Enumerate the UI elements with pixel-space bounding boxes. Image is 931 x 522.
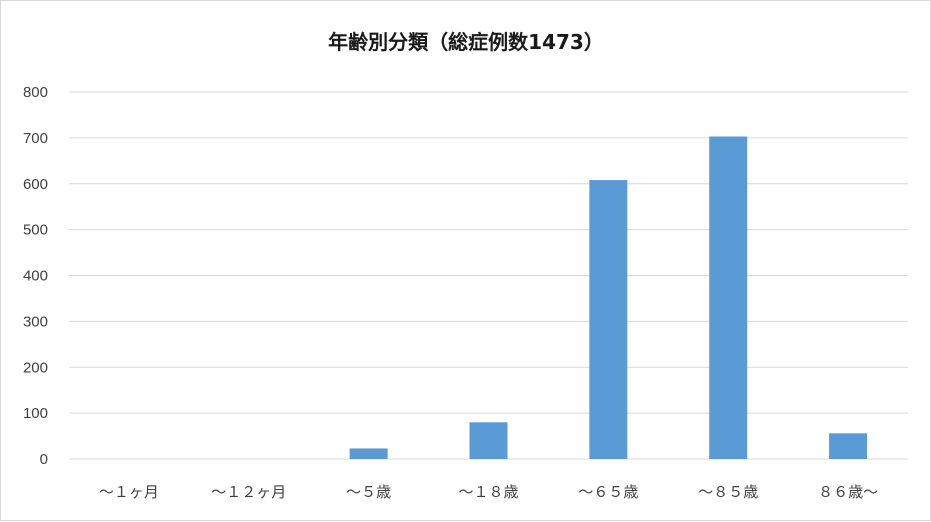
y-tick-label: 300 (23, 313, 48, 330)
x-tick-label: ～５歳 (346, 483, 391, 501)
x-tick-label: ～１８歳 (458, 483, 518, 501)
bars (349, 136, 868, 459)
chart-title: 年齢別分類（総症例数1473） (328, 30, 604, 54)
y-axis-ticks: 0 100 200 300 400 500 600 700 800 (23, 84, 48, 468)
x-tick-label: ～６５歳 (578, 483, 638, 501)
y-tick-label: 100 (23, 405, 48, 422)
y-tick-label: 400 (23, 268, 48, 285)
y-tick-label: 800 (23, 84, 48, 101)
x-tick-label: ８６歳～ (818, 483, 878, 501)
y-tick-label: 0 (40, 451, 48, 468)
gridlines (69, 91, 908, 460)
y-tick-label: 200 (23, 359, 48, 376)
bar (589, 180, 628, 459)
y-tick-label: 700 (23, 130, 48, 147)
y-tick-label: 600 (23, 176, 48, 193)
x-axis-ticks: ～１ヶ月 ～１２ヶ月 ～５歳 ～１８歳 ～６５歳 ～８５歳 ８６歳～ (99, 483, 878, 501)
bar (349, 448, 388, 459)
x-tick-label: ～１ヶ月 (99, 483, 159, 501)
x-tick-label: ～１２ヶ月 (211, 483, 286, 501)
bar (709, 136, 748, 459)
bar (829, 433, 868, 459)
bar (469, 422, 508, 459)
y-tick-label: 500 (23, 222, 48, 239)
x-tick-label: ～８５歳 (698, 483, 758, 501)
